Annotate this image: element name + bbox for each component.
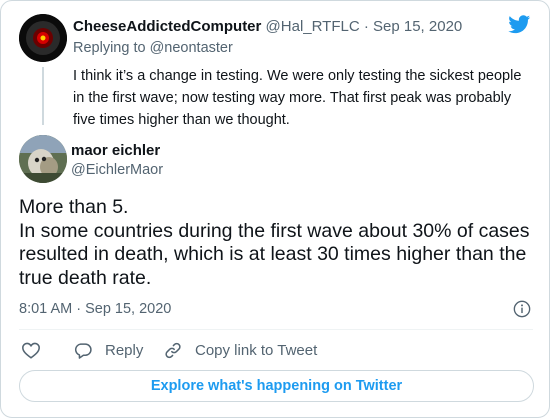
- twitter-bird-icon[interactable]: [507, 13, 532, 35]
- reply-button[interactable]: Reply: [73, 341, 143, 360]
- heart-icon: [22, 342, 40, 359]
- parent-avatar[interactable]: [19, 14, 67, 62]
- parent-handle-date: @Hal_RTFLC · Sep 15, 2020: [265, 18, 463, 35]
- replying-to-label: Replying to: [73, 40, 146, 56]
- main-tweet-text-line2: In some countries during the first wave …: [19, 219, 530, 289]
- parent-display-name[interactable]: CheeseAddictedComputer: [73, 18, 262, 35]
- copy-link-label: Copy link to Tweet: [195, 342, 318, 359]
- reply-icon: [74, 343, 92, 359]
- main-display-name[interactable]: maor eichler: [71, 142, 161, 159]
- main-tweet-text: More than 5. In some countries during th…: [19, 196, 534, 290]
- parent-tweet-text: I think it’s a change in testing. We wer…: [73, 68, 522, 128]
- reply-label: Reply: [105, 342, 144, 359]
- parent-author-row[interactable]: CheeseAddictedComputer @Hal_RTFLC · Sep …: [73, 18, 462, 35]
- main-tweet-text-line1: More than 5.: [19, 196, 129, 218]
- like-button[interactable]: [21, 341, 53, 359]
- divider: [19, 329, 533, 330]
- replying-to-handle-link[interactable]: @neontaster: [149, 40, 233, 56]
- tweet-timestamp[interactable]: 8:01 AM · Sep 15, 2020: [19, 301, 172, 317]
- main-avatar[interactable]: [19, 135, 67, 183]
- main-handle[interactable]: @EichlerMaor: [71, 162, 164, 178]
- explore-twitter-button[interactable]: Explore what's happening on Twitter: [19, 370, 534, 402]
- link-icon: [165, 342, 181, 359]
- replying-to: Replying to @neontaster: [73, 40, 233, 56]
- thread-connector: [42, 67, 44, 125]
- copy-link-button[interactable]: Copy link to Tweet: [163, 341, 317, 360]
- info-icon[interactable]: [513, 300, 531, 318]
